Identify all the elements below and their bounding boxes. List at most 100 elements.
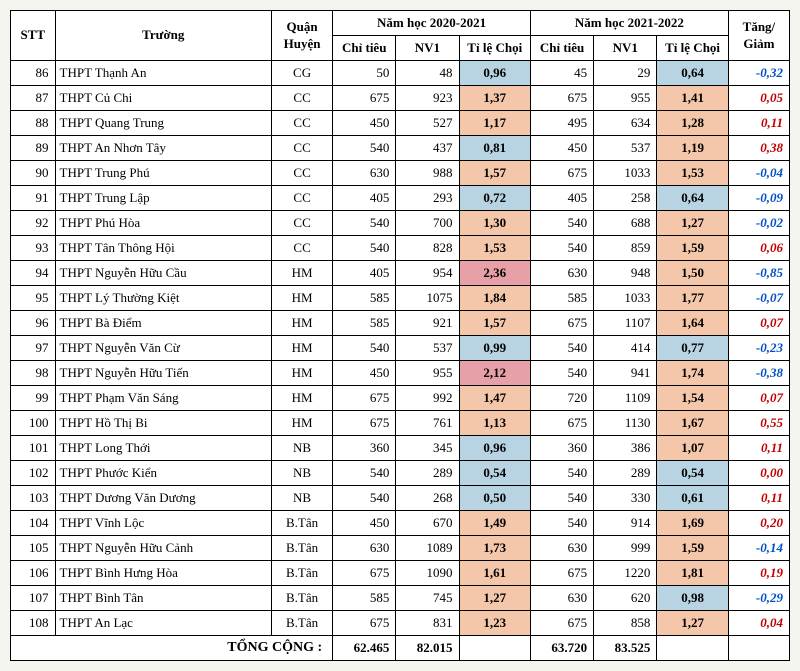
cell-nv1-1: 700 — [396, 211, 459, 236]
cell-ct2: 675 — [530, 86, 593, 111]
cell-ratio1: 1,30 — [459, 211, 530, 236]
cell-ct2: 630 — [530, 536, 593, 561]
cell-ratio1: 2,12 — [459, 361, 530, 386]
cell-ct2: 630 — [530, 586, 593, 611]
cell-ct2: 675 — [530, 161, 593, 186]
cell-ct1: 675 — [333, 411, 396, 436]
cell-ratio2: 1,64 — [657, 311, 728, 336]
cell-district: B.Tân — [272, 561, 333, 586]
cell-ct1: 540 — [333, 461, 396, 486]
cell-ratio1: 1,57 — [459, 161, 530, 186]
total-ct2: 63.720 — [530, 636, 593, 661]
cell-school: THPT Nguyễn Hữu Cảnh — [55, 536, 272, 561]
cell-stt: 99 — [11, 386, 56, 411]
cell-nv1-1: 954 — [396, 261, 459, 286]
cell-nv1-1: 670 — [396, 511, 459, 536]
table-row: 87THPT Củ ChiCC6759231,376759551,410,05 — [11, 86, 790, 111]
cell-delta: -0,29 — [728, 586, 789, 611]
cell-delta: -0,02 — [728, 211, 789, 236]
table-row: 96THPT Bà ĐiểmHM5859211,5767511071,640,0… — [11, 311, 790, 336]
cell-nv1-2: 955 — [594, 86, 657, 111]
table-row: 97THPT Nguyễn Văn CừHM5405370,995404140,… — [11, 336, 790, 361]
cell-ratio2: 1,28 — [657, 111, 728, 136]
cell-nv1-2: 330 — [594, 486, 657, 511]
cell-delta: -0,07 — [728, 286, 789, 311]
cell-ratio2: 0,98 — [657, 586, 728, 611]
cell-delta: 0,06 — [728, 236, 789, 261]
cell-ratio2: 0,64 — [657, 186, 728, 211]
cell-ratio1: 1,17 — [459, 111, 530, 136]
cell-nv1-1: 289 — [396, 461, 459, 486]
cell-school: THPT Bình Tân — [55, 586, 272, 611]
cell-school: THPT Phước Kiển — [55, 461, 272, 486]
cell-nv1-1: 745 — [396, 586, 459, 611]
cell-ratio1: 1,57 — [459, 311, 530, 336]
cell-ct1: 675 — [333, 561, 396, 586]
cell-nv1-1: 828 — [396, 236, 459, 261]
cell-nv1-1: 1090 — [396, 561, 459, 586]
cell-district: CG — [272, 61, 333, 86]
table-row: 106THPT Bình Hưng HòaB.Tân67510901,61675… — [11, 561, 790, 586]
cell-nv1-1: 921 — [396, 311, 459, 336]
cell-ct1: 405 — [333, 186, 396, 211]
table-row: 88THPT Quang TrungCC4505271,174956341,28… — [11, 111, 790, 136]
cell-ct2: 720 — [530, 386, 593, 411]
cell-stt: 95 — [11, 286, 56, 311]
cell-stt: 87 — [11, 86, 56, 111]
col-r1: Tỉ lệ Chọi — [459, 36, 530, 61]
cell-ratio1: 1,13 — [459, 411, 530, 436]
table-row: 103THPT Dương Văn DươngNB5402680,5054033… — [11, 486, 790, 511]
cell-ratio1: 0,96 — [459, 436, 530, 461]
total-ct1: 62.465 — [333, 636, 396, 661]
cell-delta: 0,00 — [728, 461, 789, 486]
cell-district: HM — [272, 261, 333, 286]
cell-district: B.Tân — [272, 586, 333, 611]
cell-district: NB — [272, 461, 333, 486]
cell-ct1: 585 — [333, 586, 396, 611]
cell-district: CC — [272, 111, 333, 136]
cell-ct1: 540 — [333, 236, 396, 261]
cell-ratio1: 1,47 — [459, 386, 530, 411]
cell-school: THPT Phú Hòa — [55, 211, 272, 236]
cell-school: THPT Quang Trung — [55, 111, 272, 136]
cell-nv1-2: 914 — [594, 511, 657, 536]
cell-stt: 88 — [11, 111, 56, 136]
cell-ratio1: 1,27 — [459, 586, 530, 611]
cell-ratio1: 0,81 — [459, 136, 530, 161]
cell-district: NB — [272, 486, 333, 511]
cell-delta: 0,11 — [728, 486, 789, 511]
cell-nv1-2: 29 — [594, 61, 657, 86]
cell-nv1-1: 1089 — [396, 536, 459, 561]
cell-stt: 98 — [11, 361, 56, 386]
cell-district: HM — [272, 311, 333, 336]
cell-ct2: 540 — [530, 461, 593, 486]
cell-nv1-1: 537 — [396, 336, 459, 361]
table-row: 105THPT Nguyễn Hữu CảnhB.Tân63010891,736… — [11, 536, 790, 561]
table-row: 104THPT Vĩnh LộcB.Tân4506701,495409141,6… — [11, 511, 790, 536]
cell-nv1-2: 537 — [594, 136, 657, 161]
cell-school: THPT An Nhơn Tây — [55, 136, 272, 161]
cell-ct1: 50 — [333, 61, 396, 86]
cell-district: CC — [272, 236, 333, 261]
cell-stt: 89 — [11, 136, 56, 161]
total-label: TỔNG CỘNG : — [11, 636, 333, 661]
cell-nv1-1: 268 — [396, 486, 459, 511]
col-district: Quận Huyện — [272, 11, 333, 61]
table-row: 107THPT Bình TânB.Tân5857451,276306200,9… — [11, 586, 790, 611]
table-row: 90THPT Trung PhúCC6309881,5767510331,53-… — [11, 161, 790, 186]
cell-stt: 94 — [11, 261, 56, 286]
cell-nv1-1: 48 — [396, 61, 459, 86]
cell-district: CC — [272, 86, 333, 111]
cell-ct1: 675 — [333, 86, 396, 111]
cell-ct2: 45 — [530, 61, 593, 86]
cell-school: THPT Phạm Văn Sáng — [55, 386, 272, 411]
cell-stt: 93 — [11, 236, 56, 261]
total-delta — [728, 636, 789, 661]
table-row: 92THPT Phú HòaCC5407001,305406881,27-0,0… — [11, 211, 790, 236]
col-ct1: Chỉ tiêu — [333, 36, 396, 61]
cell-delta: -0,14 — [728, 536, 789, 561]
cell-delta: 0,19 — [728, 561, 789, 586]
cell-district: CC — [272, 186, 333, 211]
cell-nv1-2: 688 — [594, 211, 657, 236]
table-row: 93THPT Tân Thông HộiCC5408281,535408591,… — [11, 236, 790, 261]
